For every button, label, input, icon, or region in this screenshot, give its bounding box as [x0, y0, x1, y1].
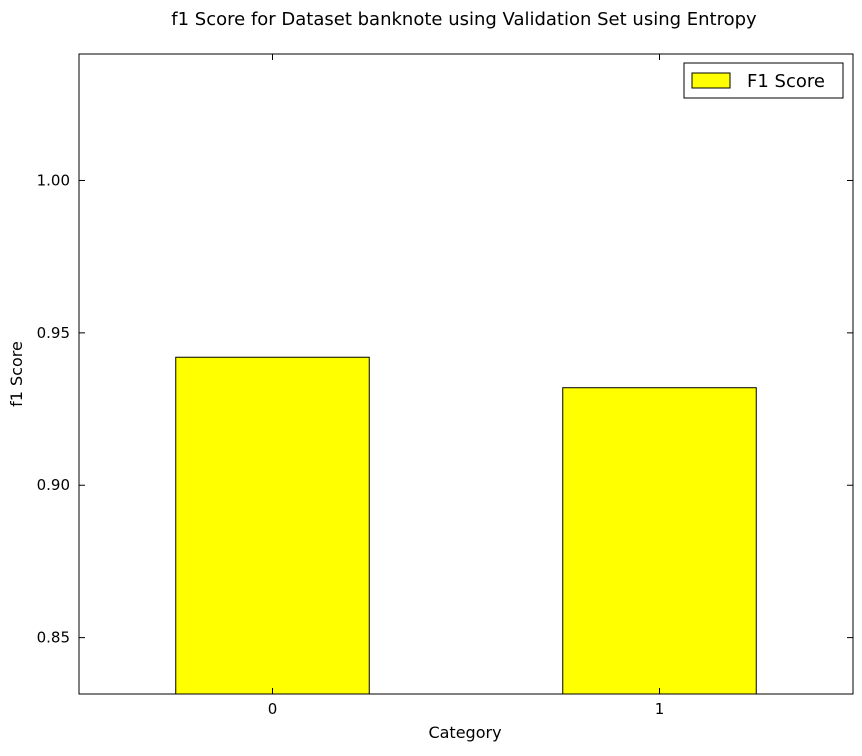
chart-title: f1 Score for Dataset banknote using Vali…	[171, 9, 757, 30]
y-axis-label: f1 Score	[7, 341, 26, 407]
y-tick-label-1: 0.90	[37, 476, 70, 494]
ticks-layer: 0 1 0.85 0.90 0.95 1.00	[37, 54, 853, 718]
bar-1	[562, 387, 757, 695]
bars-layer	[175, 356, 757, 695]
x-axis-label: Category	[428, 723, 501, 742]
x-tick-label-0: 0	[268, 700, 278, 718]
y-tick-label-0: 0.85	[37, 629, 70, 647]
x-tick-label-1: 1	[655, 700, 665, 718]
bar-0	[175, 356, 370, 695]
y-tick-label-3: 1.00	[37, 171, 70, 189]
legend: F1 Score	[683, 62, 844, 99]
legend-swatch	[691, 72, 731, 89]
y-tick-label-2: 0.95	[37, 324, 70, 342]
plot-frame	[78, 53, 854, 695]
legend-label: F1 Score	[747, 71, 825, 92]
